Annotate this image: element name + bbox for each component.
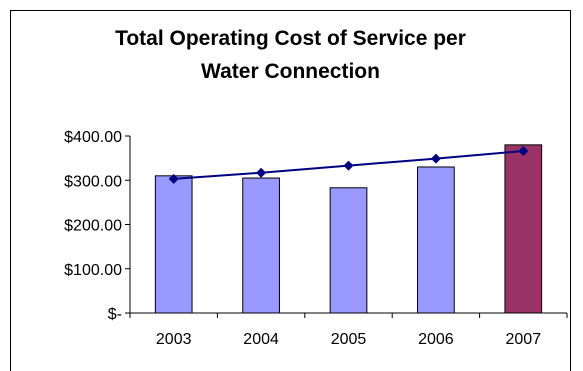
bar <box>329 187 368 314</box>
line-marker <box>343 160 354 171</box>
bar <box>154 175 193 314</box>
x-tick-label: 2005 <box>331 331 367 348</box>
y-tick-label: $400.00 <box>64 129 122 146</box>
x-tick-label: 2007 <box>506 331 542 348</box>
chart-title-line-1: Total Operating Cost of Service per <box>115 27 466 50</box>
y-tick-label: $100.00 <box>64 262 122 279</box>
line-marker <box>518 146 529 157</box>
chart-title: Total Operating Cost of Service per Wate… <box>10 22 571 88</box>
bar <box>242 177 280 314</box>
chart-area <box>10 10 571 371</box>
bar <box>504 144 543 314</box>
bar <box>417 166 455 314</box>
line-marker <box>168 173 179 184</box>
chart-title-line-2: Water Connection <box>201 60 380 83</box>
x-tick-label: 2003 <box>156 331 192 348</box>
y-tick-label: $300.00 <box>64 173 122 190</box>
y-tick-label: $- <box>108 306 122 323</box>
x-tick-label: 2004 <box>243 331 279 348</box>
line-marker <box>256 167 267 178</box>
y-tick-label: $200.00 <box>64 218 122 235</box>
line-marker <box>430 153 441 164</box>
x-tick-label: 2006 <box>418 331 454 348</box>
